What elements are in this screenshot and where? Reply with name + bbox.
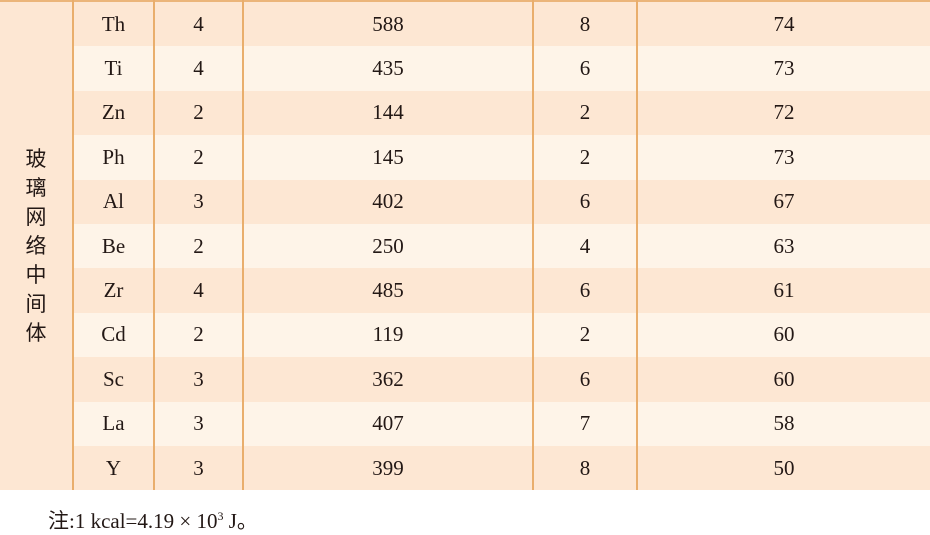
table-cell: 6 — [532, 268, 637, 313]
table-cell: 2 — [153, 223, 243, 269]
table-row: Be 2 250 4 63 — [0, 223, 930, 269]
table-cell: 399 — [242, 445, 533, 491]
table-cell: Ph — [72, 135, 154, 180]
table-cell: Th — [72, 1, 154, 47]
group-label: 玻璃网络中间体 — [25, 146, 47, 345]
table-cell: 50 — [636, 445, 930, 491]
table-row: Al 3 402 6 67 — [0, 179, 930, 224]
table-cell: 4 — [153, 1, 243, 47]
table-cell: 3 — [153, 401, 243, 446]
table-cell: 2 — [153, 90, 243, 136]
table-row: 玻璃网络中间体 Th 4 588 8 74 — [0, 1, 930, 491]
table-cell: 145 — [242, 135, 533, 180]
table-cell: 4 — [153, 268, 243, 313]
table-cell: 4 — [153, 46, 243, 91]
table-cell: 3 — [153, 179, 243, 224]
table-cell: Zr — [72, 268, 154, 313]
table-row: Ti 4 435 6 73 — [0, 46, 930, 91]
table-cell: Cd — [72, 312, 154, 358]
table-cell: 63 — [636, 223, 930, 269]
table-cell: Al — [72, 179, 154, 224]
table-cell: 588 — [242, 1, 533, 47]
table-cell: 7 — [532, 401, 637, 446]
table-row: Sc 3 362 6 60 — [0, 357, 930, 402]
table-cell: 362 — [242, 357, 533, 402]
table-row: Cd 2 119 2 60 — [0, 312, 930, 358]
table-cell: Y — [72, 445, 154, 491]
table-cell: 2 — [153, 135, 243, 180]
table-cell: 2 — [532, 135, 637, 180]
table-cell: 6 — [532, 179, 637, 224]
table-cell: 67 — [636, 179, 930, 224]
table-cell: 6 — [532, 46, 637, 91]
table-cell: 8 — [532, 1, 637, 47]
table-cell: 2 — [532, 90, 637, 136]
table-cell: 119 — [242, 312, 533, 358]
table-cell: 74 — [636, 1, 930, 47]
table-cell: 2 — [532, 312, 637, 358]
table-cell: 407 — [242, 401, 533, 446]
data-table: 玻璃网络中间体 Th 4 588 8 74 Ti 4 435 6 73 Zn 2 144 2 72 Ph 2 145… — [0, 0, 930, 491]
table-cell: 4 — [532, 223, 637, 269]
table-cell: 8 — [532, 445, 637, 491]
table-cell: 61 — [636, 268, 930, 313]
table-row: Zn 2 144 2 72 — [0, 90, 930, 136]
table-cell: 60 — [636, 312, 930, 358]
table-cell: 435 — [242, 46, 533, 91]
table-cell: 73 — [636, 135, 930, 180]
table-cell: 2 — [153, 312, 243, 358]
table-cell: 144 — [242, 90, 533, 136]
table-row: Y 3 399 8 50 — [0, 445, 930, 491]
table-cell: 3 — [153, 445, 243, 491]
table-cell: 485 — [242, 268, 533, 313]
table-cell: 72 — [636, 90, 930, 136]
table-row: Ph 2 145 2 73 — [0, 135, 930, 180]
table-cell: La — [72, 401, 154, 446]
table-row: Zr 4 485 6 61 — [0, 268, 930, 313]
table-cell: 73 — [636, 46, 930, 91]
group-label-cell: 玻璃网络中间体 — [0, 1, 73, 491]
table-cell: 58 — [636, 401, 930, 446]
table-cell: Sc — [72, 357, 154, 402]
table-cell: 3 — [153, 357, 243, 402]
table-row: La 3 407 7 58 — [0, 401, 930, 446]
table-cell: 6 — [532, 357, 637, 402]
table-cell: Ti — [72, 46, 154, 91]
table-cell: Be — [72, 223, 154, 269]
table-cell: 250 — [242, 223, 533, 269]
table-cell: 60 — [636, 357, 930, 402]
table-cell: 402 — [242, 179, 533, 224]
footnote: 注:1 kcal=4.19 × 103 J。 — [48, 509, 258, 533]
table-cell: Zn — [72, 90, 154, 136]
